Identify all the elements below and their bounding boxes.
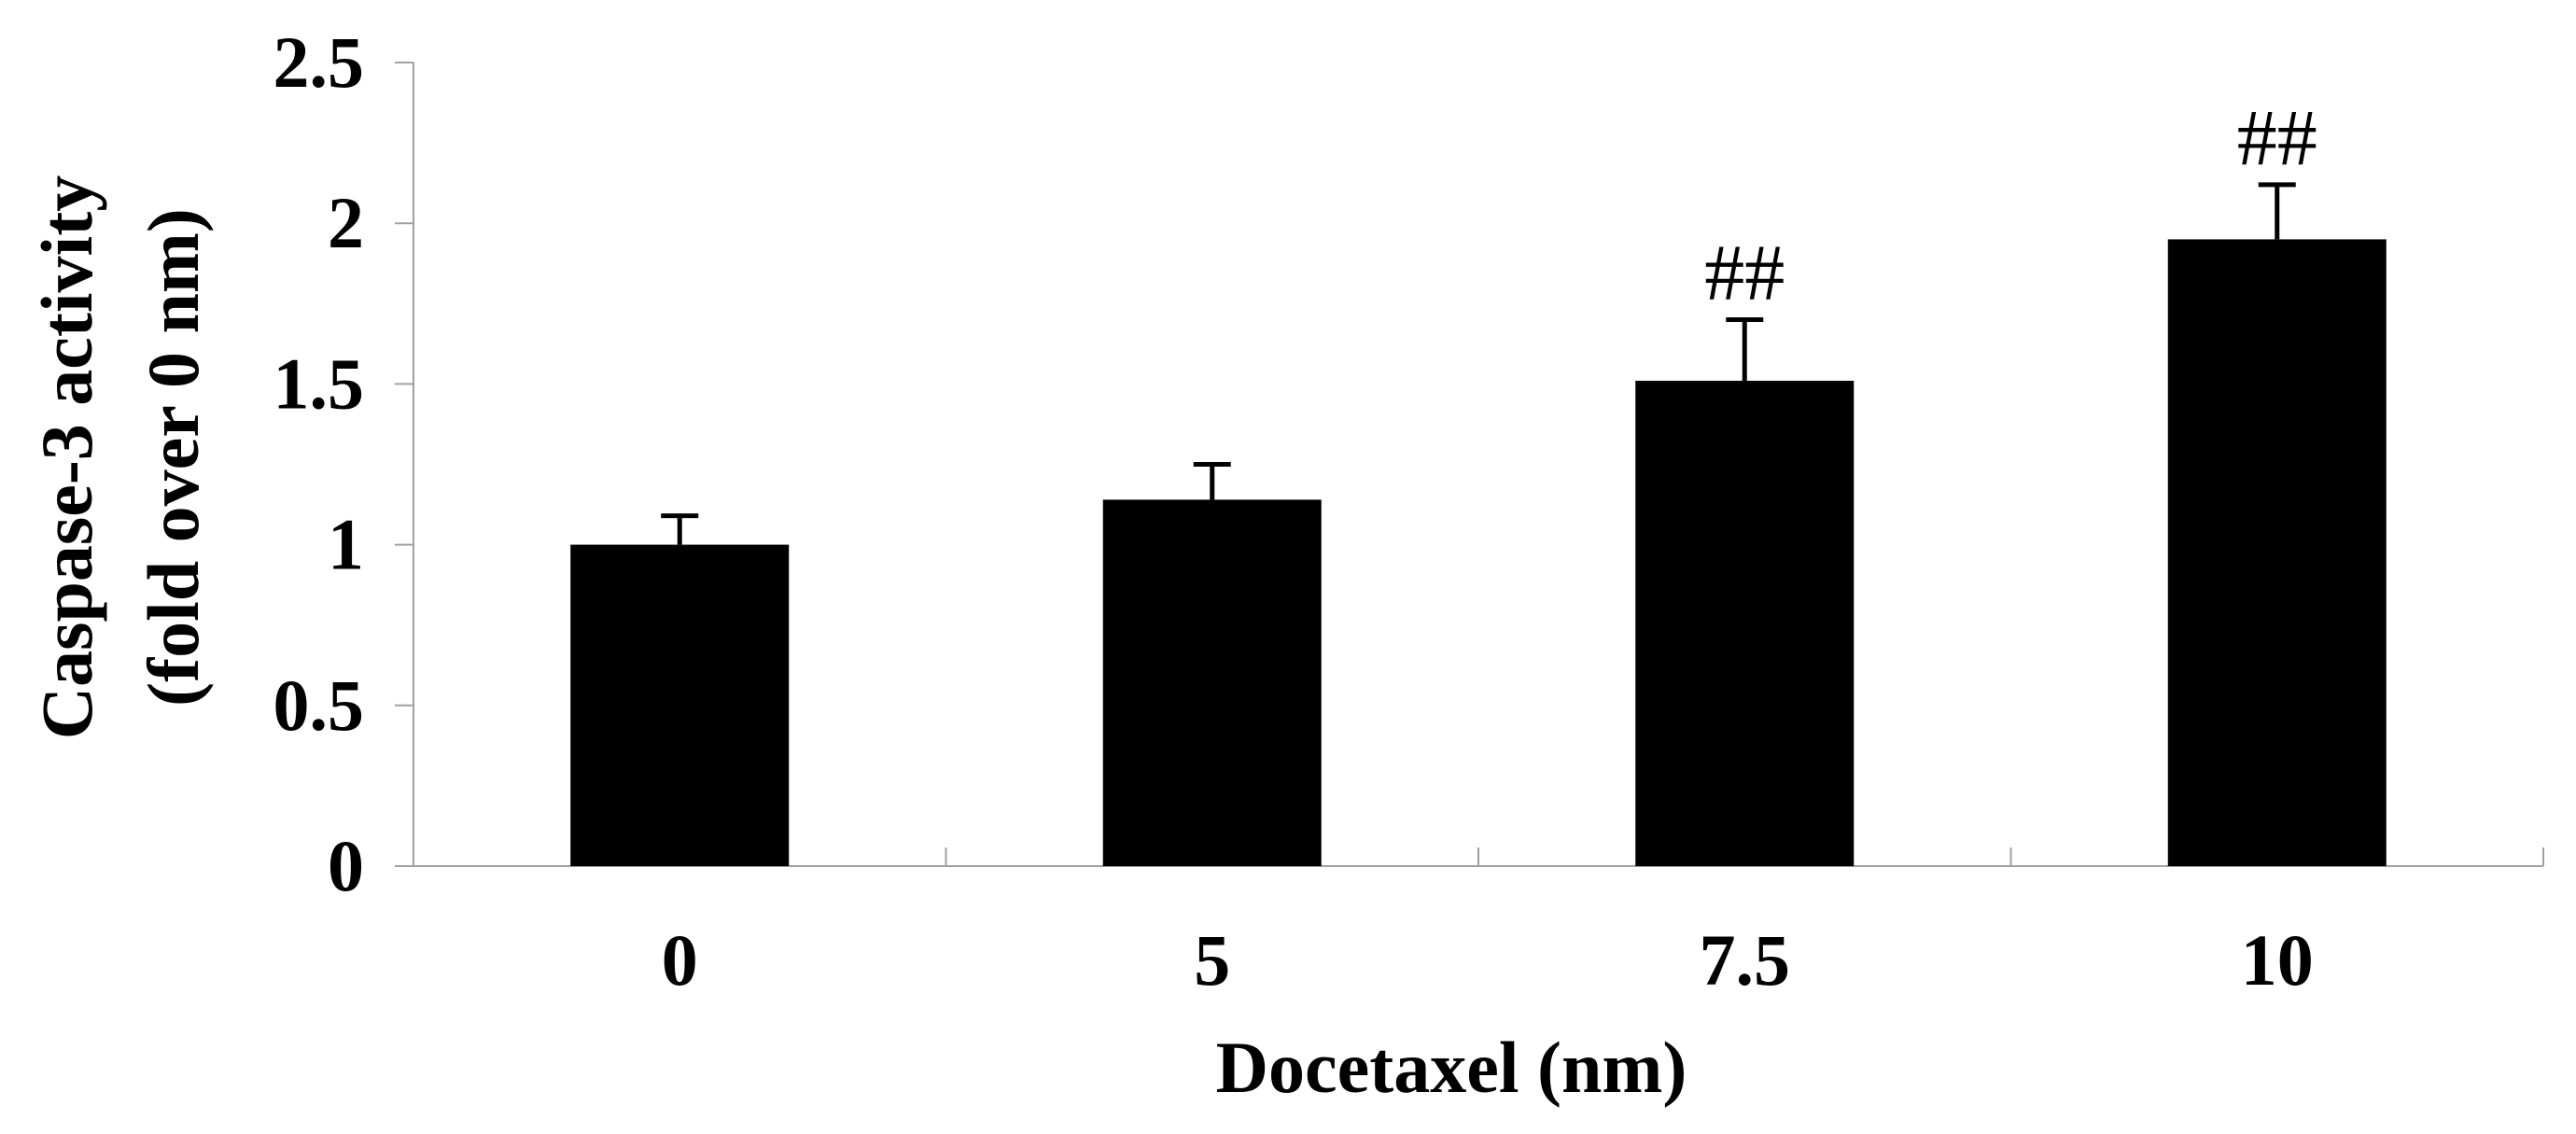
bar [1102, 499, 1322, 866]
significance-annotation: ## [2237, 92, 2317, 182]
bar [570, 544, 790, 866]
x-tick-label: 10 [2241, 919, 2314, 1001]
x-tick-label: 0 [662, 919, 698, 1001]
x-tick-label: 5 [1194, 919, 1230, 1001]
y-tick-label: 1.5 [273, 343, 365, 424]
y-tick-label: 0 [328, 825, 364, 906]
y-tick-label: 2 [328, 182, 364, 263]
bar [2167, 239, 2387, 866]
y-tick-label: 0.5 [273, 665, 365, 746]
y-tick-label: 2.5 [273, 21, 365, 103]
bars [570, 182, 2387, 866]
y-axis-title: Caspase-3 activity (fold over 0 nm) [26, 175, 214, 739]
labels: 0 0.5 1 1.5 2 2.5 0 5 ## 7.5 ## 10 [273, 21, 2317, 1001]
bar [1635, 380, 1855, 866]
y-tick-label: 1 [328, 504, 364, 585]
x-tick-label: 7.5 [1700, 919, 1791, 1001]
y-axis-title-line1: Caspase-3 activity [26, 175, 107, 739]
x-axis-title: Docetaxel (nm) [1216, 1027, 1687, 1108]
significance-annotation: ## [1704, 228, 1785, 317]
y-axis-title-line2: (fold over 0 nm) [133, 208, 214, 707]
